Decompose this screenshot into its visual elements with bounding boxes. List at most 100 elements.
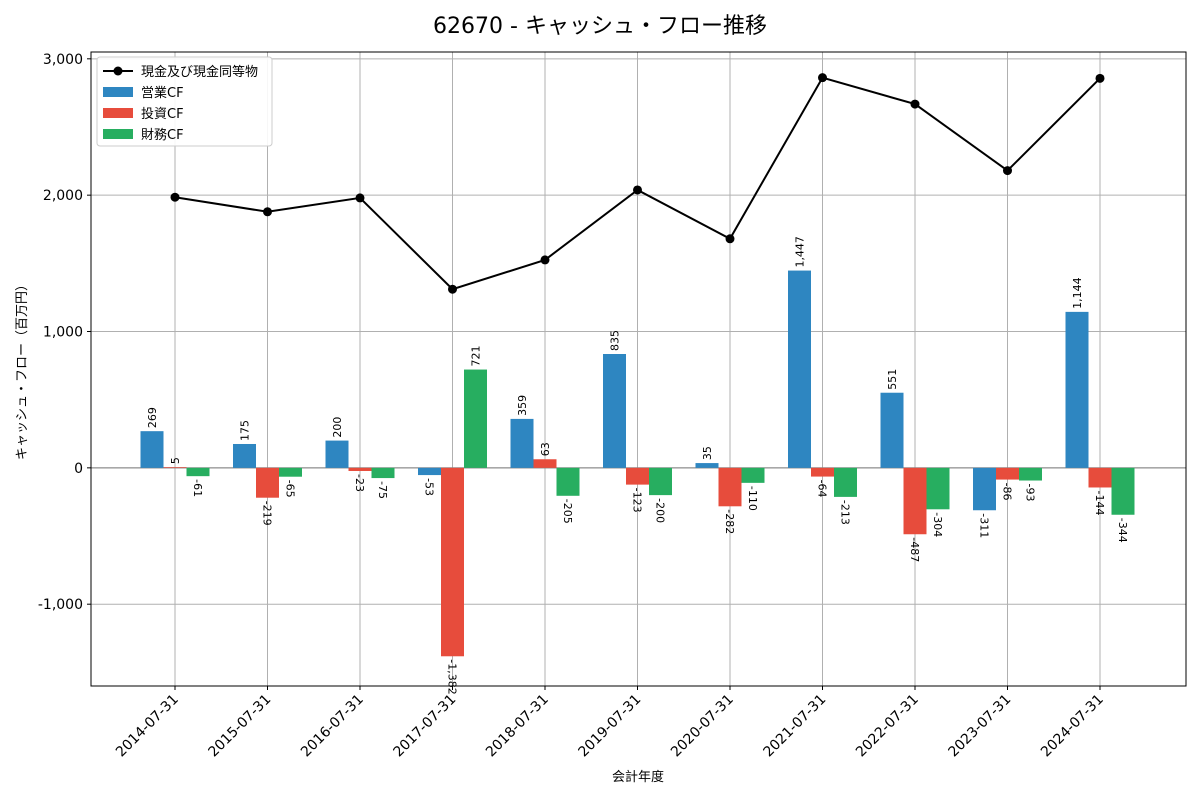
bar-営業CF-2020-07-31 [695,463,719,468]
bar-value-label: -75 [376,481,389,499]
x-tick-label: 2017-07-31 [390,692,459,761]
x-tick-label: 2015-07-31 [205,692,274,761]
bar-value-label: -53 [423,478,436,496]
bar-value-label: 551 [886,369,899,390]
bar-投資CF-2018-07-31 [533,459,557,468]
bar-value-label: 721 [470,346,483,367]
bar-財務CF-2014-07-31 [186,467,210,477]
bar-value-label: -282 [723,509,736,534]
bar-value-label: -487 [908,537,921,562]
bar-value-label: -65 [284,480,297,498]
x-tick-label: 2024-07-31 [1038,692,1107,761]
bar-value-label: 5 [169,457,182,464]
bar-value-label: 835 [609,330,622,351]
bar-value-label: -144 [1093,490,1106,515]
bar-value-label: 200 [331,417,344,438]
bar-財務CF-2017-07-31 [464,369,487,468]
bar-value-label: -304 [931,512,944,537]
legend-swatch [103,87,133,97]
y-axis-label: キャッシュ・フロー（百万円） [15,278,30,460]
bar-営業CF-2018-07-31 [510,418,534,468]
cash-point-2022-07-31 [910,99,920,109]
legend-entry-label: 現金及び現金同等物 [141,64,258,80]
legend-swatch [103,129,133,139]
bar-営業CF-2022-07-31 [880,392,904,468]
bar-営業CF-2024-07-31 [1065,311,1089,468]
bar-営業CF-2023-07-31 [973,467,996,511]
bar-財務CF-2018-07-31 [556,467,580,496]
bar-value-label: -200 [654,498,667,523]
bar-value-label: -93 [1024,484,1037,502]
bar-営業CF-2016-07-31 [325,440,349,468]
cash-point-2017-07-31 [448,284,457,294]
bar-財務CF-2021-07-31 [834,467,857,497]
bar-営業CF-2021-07-31 [788,270,811,468]
bar-投資CF-2022-07-31 [903,467,927,535]
bar-value-label: -110 [746,486,759,511]
bar-value-label: -61 [191,479,204,497]
x-tick-label: 2020-07-31 [668,692,737,761]
bar-営業CF-2014-07-31 [140,431,164,468]
x-tick-label: 2019-07-31 [575,692,644,761]
cash-point-2016-07-31 [355,193,365,203]
legend-swatch [103,108,133,118]
cash-point-2018-07-31 [540,255,550,265]
y-tick-label: 0 [74,461,83,477]
bar-財務CF-2022-07-31 [926,467,950,510]
x-tick-label: 2018-07-31 [483,692,552,761]
bar-財務CF-2020-07-31 [741,467,765,483]
bar-財務CF-2016-07-31 [371,467,395,479]
y-axis: -1,000 0 1,000 2,000 3,000 [38,52,91,613]
chart-title: 62670 - キャッシュ・フロー推移 [433,14,767,39]
x-tick-label: 2022-07-31 [853,692,922,761]
legend-marker [113,66,123,76]
bar-value-label: 63 [539,442,552,456]
x-tick-label: 2021-07-31 [760,692,829,761]
bar-value-label: 1,447 [794,236,807,268]
bar-投資CF-2019-07-31 [626,467,649,485]
legend-box [96,56,273,147]
x-tick-label: 2016-07-31 [298,692,367,761]
bar-投資CF-2020-07-31 [718,467,742,507]
bar-value-label: -23 [353,474,366,492]
cash-point-2023-07-31 [1003,166,1012,176]
x-tick-label: 2023-07-31 [945,692,1014,761]
bar-value-label: -213 [839,500,852,525]
bar-投資CF-2015-07-31 [256,467,279,498]
bar-value-label: -311 [978,513,991,538]
bar-value-label: 269 [146,407,159,428]
bar-value-label: -123 [631,488,644,513]
cash-point-2014-07-31 [170,192,180,202]
bar-財務CF-2024-07-31 [1111,467,1135,515]
bar-value-label: -219 [261,501,274,526]
bar-財務CF-2019-07-31 [649,467,672,496]
bar-value-label: -64 [816,480,829,498]
bar-value-label: -86 [1001,483,1014,501]
legend-entry-label: 財務CF [141,128,184,143]
cash-point-2015-07-31 [263,207,272,217]
x-axis: 2014-07-31 2015-07-31 2016-07-31 2017-07-31… [113,686,1107,760]
bars [140,270,1135,657]
cash-line [170,73,1105,294]
x-axis-label: 会計年度 [612,769,664,785]
cash-point-2020-07-31 [725,234,735,244]
y-tick-label: -1,000 [38,597,83,613]
bar-財務CF-2023-07-31 [1019,467,1042,481]
y-tick-label: 3,000 [43,52,83,68]
legend-entry-label: 営業CF [141,85,184,101]
bar-投資CF-2014-07-31 [163,467,187,468]
cash-point-2019-07-31 [633,185,642,195]
bar-投資CF-2017-07-31 [441,467,464,657]
bar-value-label: -205 [561,499,574,524]
grid-lines [91,52,1186,686]
bar-value-label: 359 [516,395,529,416]
bar-投資CF-2023-07-31 [996,467,1019,480]
y-tick-label: 2,000 [43,188,83,204]
bar-投資CF-2016-07-31 [348,467,372,471]
bar-営業CF-2015-07-31 [233,443,256,468]
y-tick-label: 1,000 [43,325,83,341]
bar-投資CF-2024-07-31 [1088,467,1112,488]
cash-point-2024-07-31 [1095,73,1105,83]
